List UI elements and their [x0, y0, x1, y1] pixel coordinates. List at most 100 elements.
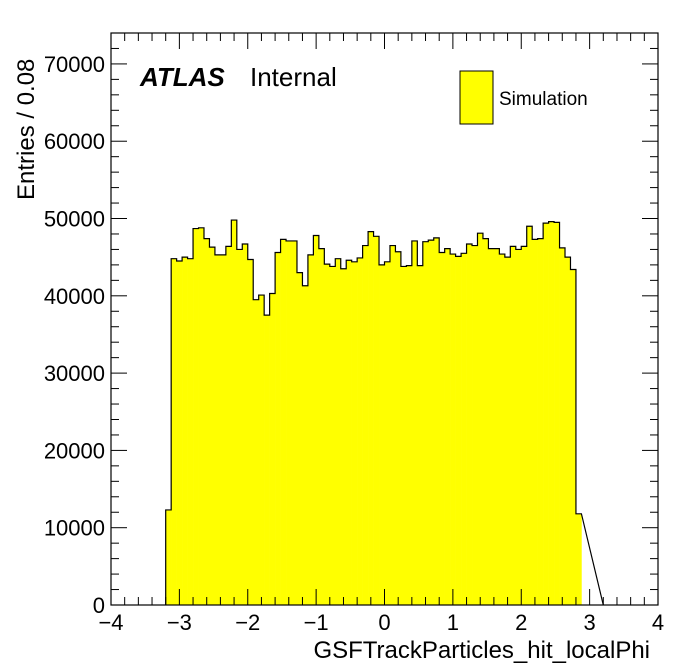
- y-axis-ticks: [111, 32, 658, 606]
- histogram-bin: [411, 240, 418, 605]
- x-tick-label: 0: [378, 610, 390, 635]
- x-tick-label: −3: [167, 610, 192, 635]
- histogram-bars: [165, 220, 582, 606]
- histogram-bin: [543, 223, 549, 605]
- histogram-bin: [193, 228, 199, 605]
- histogram-outline: [165, 219, 604, 606]
- histogram-bin: [499, 254, 506, 605]
- histogram-bin: [368, 231, 374, 605]
- histogram-bin: [439, 252, 445, 605]
- histogram-bin: [504, 257, 511, 605]
- x-tick-label: 1: [447, 610, 459, 635]
- legend-label-simulation: Simulation: [499, 89, 588, 110]
- y-tick-label: 10000: [44, 516, 105, 541]
- histogram-bin: [532, 239, 538, 605]
- histogram-bin: [537, 238, 544, 606]
- histogram-bin: [313, 235, 320, 605]
- histogram-bin: [182, 257, 188, 605]
- x-tick-label: −1: [304, 610, 329, 635]
- histogram-bin: [203, 238, 210, 606]
- histogram-bin: [488, 248, 495, 605]
- histogram-bin: [521, 246, 528, 605]
- y-tick-label: 50000: [44, 207, 105, 232]
- histogram-bin: [559, 247, 566, 605]
- histogram-bin: [258, 295, 265, 605]
- histogram-bin: [362, 245, 369, 605]
- histogram-bin: [510, 246, 517, 605]
- histogram-bin: [575, 513, 582, 605]
- legend: Simulation: [459, 70, 588, 125]
- histogram-bin: [477, 233, 484, 605]
- histogram-bin: [209, 247, 216, 606]
- histogram-bin: [570, 269, 577, 605]
- legend-swatch-simulation: [459, 70, 494, 125]
- histogram-bin: [450, 254, 456, 605]
- histogram-bin: [515, 249, 522, 605]
- histogram-bin: [395, 251, 402, 605]
- histogram-bin: [318, 248, 325, 605]
- histogram-bin: [422, 241, 429, 605]
- histogram-bin: [357, 257, 363, 605]
- y-tick-label: 20000: [44, 438, 105, 463]
- x-tick-label: 2: [515, 610, 527, 635]
- x-tick-label: 3: [584, 610, 596, 635]
- histogram-bin: [247, 259, 254, 605]
- histogram-bin: [286, 240, 292, 605]
- histogram-bin: [461, 253, 467, 606]
- histogram-bin: [176, 261, 183, 605]
- histogram-bin: [400, 266, 407, 605]
- y-tick-label: 40000: [44, 284, 105, 309]
- histogram-bin: [526, 226, 533, 606]
- y-axis-tick-labels: 0 10000 20000 30000 40000 50000 60000 70000: [44, 52, 105, 618]
- histogram-bin: [275, 252, 281, 605]
- x-axis-tick-labels: −4 −3 −2 −1 0 1 2 3 4: [98, 610, 664, 635]
- histogram-bin: [253, 299, 259, 605]
- x-axis-title: GSFTrackParticles_hit_localPhi: [313, 637, 650, 664]
- histogram-bin: [389, 245, 396, 605]
- histogram-bin: [296, 272, 303, 605]
- histogram-bin: [428, 240, 435, 605]
- histogram-bin: [482, 238, 489, 606]
- histogram-bin: [384, 261, 391, 605]
- x-tick-label: −4: [98, 610, 123, 635]
- y-axis-title: Entries / 0.08: [13, 59, 40, 200]
- histogram-bin: [335, 258, 342, 605]
- histogram-bin: [351, 261, 358, 605]
- histogram-bin: [455, 256, 462, 605]
- histogram-bin: [307, 254, 314, 605]
- y-tick-label: 70000: [44, 52, 105, 77]
- histogram-bin: [493, 248, 500, 605]
- histogram-bin: [198, 227, 205, 606]
- histogram-bin: [171, 258, 177, 605]
- histogram-bin: [329, 266, 336, 605]
- histogram-bin: [444, 248, 451, 605]
- histogram-bin: [548, 221, 555, 606]
- histogram-bin: [373, 236, 380, 606]
- histogram-bin: [225, 246, 232, 605]
- histogram-bin: [565, 257, 571, 605]
- histogram-bin: [302, 285, 309, 605]
- histogram-bin: [324, 264, 331, 605]
- histogram-bin: [236, 249, 243, 605]
- histogram-bin: [280, 239, 287, 605]
- histogram-bin: [466, 244, 473, 605]
- x-tick-label: 4: [652, 610, 664, 635]
- histogram-bin: [231, 220, 238, 605]
- histogram-bin: [264, 315, 270, 605]
- internal-label: Internal: [250, 62, 337, 92]
- y-tick-label: 60000: [44, 129, 105, 154]
- histogram-bin: [554, 222, 560, 605]
- histogram-bin: [379, 264, 385, 605]
- histogram-bin: [165, 509, 172, 605]
- atlas-label: ATLAS: [139, 62, 225, 92]
- histogram-bin: [242, 244, 249, 605]
- histogram-bin: [417, 265, 424, 605]
- histogram-bin: [220, 254, 227, 605]
- histogram-bin: [346, 260, 352, 605]
- histogram-bin: [187, 258, 194, 605]
- histogram-bin: [406, 265, 413, 605]
- x-tick-label: −2: [235, 610, 260, 635]
- histogram-bin: [472, 245, 478, 605]
